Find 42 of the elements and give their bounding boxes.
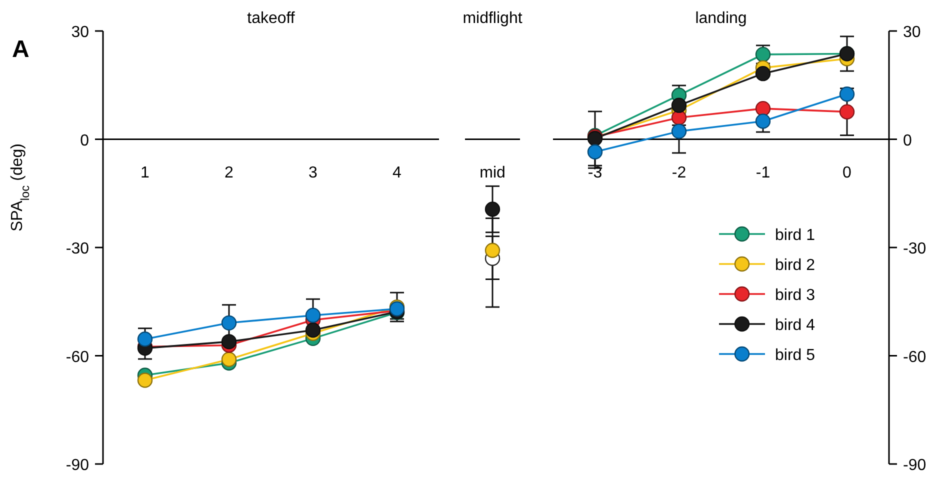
chart-title: takeoff <box>247 10 296 27</box>
legend-label: bird 1 <box>775 227 816 244</box>
x-tick-label: -1 <box>756 164 770 182</box>
point <box>755 114 771 129</box>
point <box>755 66 771 82</box>
y2-tick-label: -60 <box>903 348 926 366</box>
point <box>671 124 687 139</box>
point <box>839 104 855 120</box>
chart-title: midflight <box>462 10 523 27</box>
x-tick-label: 1 <box>140 164 150 182</box>
y2-tick-label: -90 <box>903 457 926 474</box>
y-tick-label: 30 <box>71 24 90 41</box>
y-tick-label: 0 <box>80 132 90 150</box>
point <box>755 100 771 116</box>
point <box>137 372 153 388</box>
point <box>839 86 855 102</box>
x-tick-label: 4 <box>392 164 402 182</box>
point <box>221 315 237 331</box>
y2-tick-label: 0 <box>903 132 912 150</box>
text: A <box>12 36 30 63</box>
point <box>671 98 687 113</box>
y2-tick-label: 30 <box>903 24 921 41</box>
y2-tick-label: -30 <box>903 240 926 258</box>
point <box>305 322 321 338</box>
x-tick-label: 0 <box>842 164 852 182</box>
point <box>137 332 153 347</box>
point <box>587 144 603 160</box>
y-tick-label: -60 <box>66 348 90 366</box>
point <box>221 334 237 350</box>
y-tick-label: -90 <box>66 457 90 474</box>
chart-title: landing <box>695 10 747 27</box>
y-tick-label: -30 <box>66 240 90 258</box>
x-tick-label: 3 <box>308 164 318 182</box>
x-tick-label: 2 <box>224 164 234 182</box>
x-tick-label: -2 <box>672 164 686 182</box>
x-tick-label: mid <box>480 164 506 182</box>
legend-label: bird 3 <box>775 287 816 304</box>
point <box>305 308 321 323</box>
legend-label: bird 4 <box>775 317 816 334</box>
legend-label: bird 5 <box>775 347 816 364</box>
legend-label: bird 2 <box>775 257 816 274</box>
point <box>221 352 237 367</box>
